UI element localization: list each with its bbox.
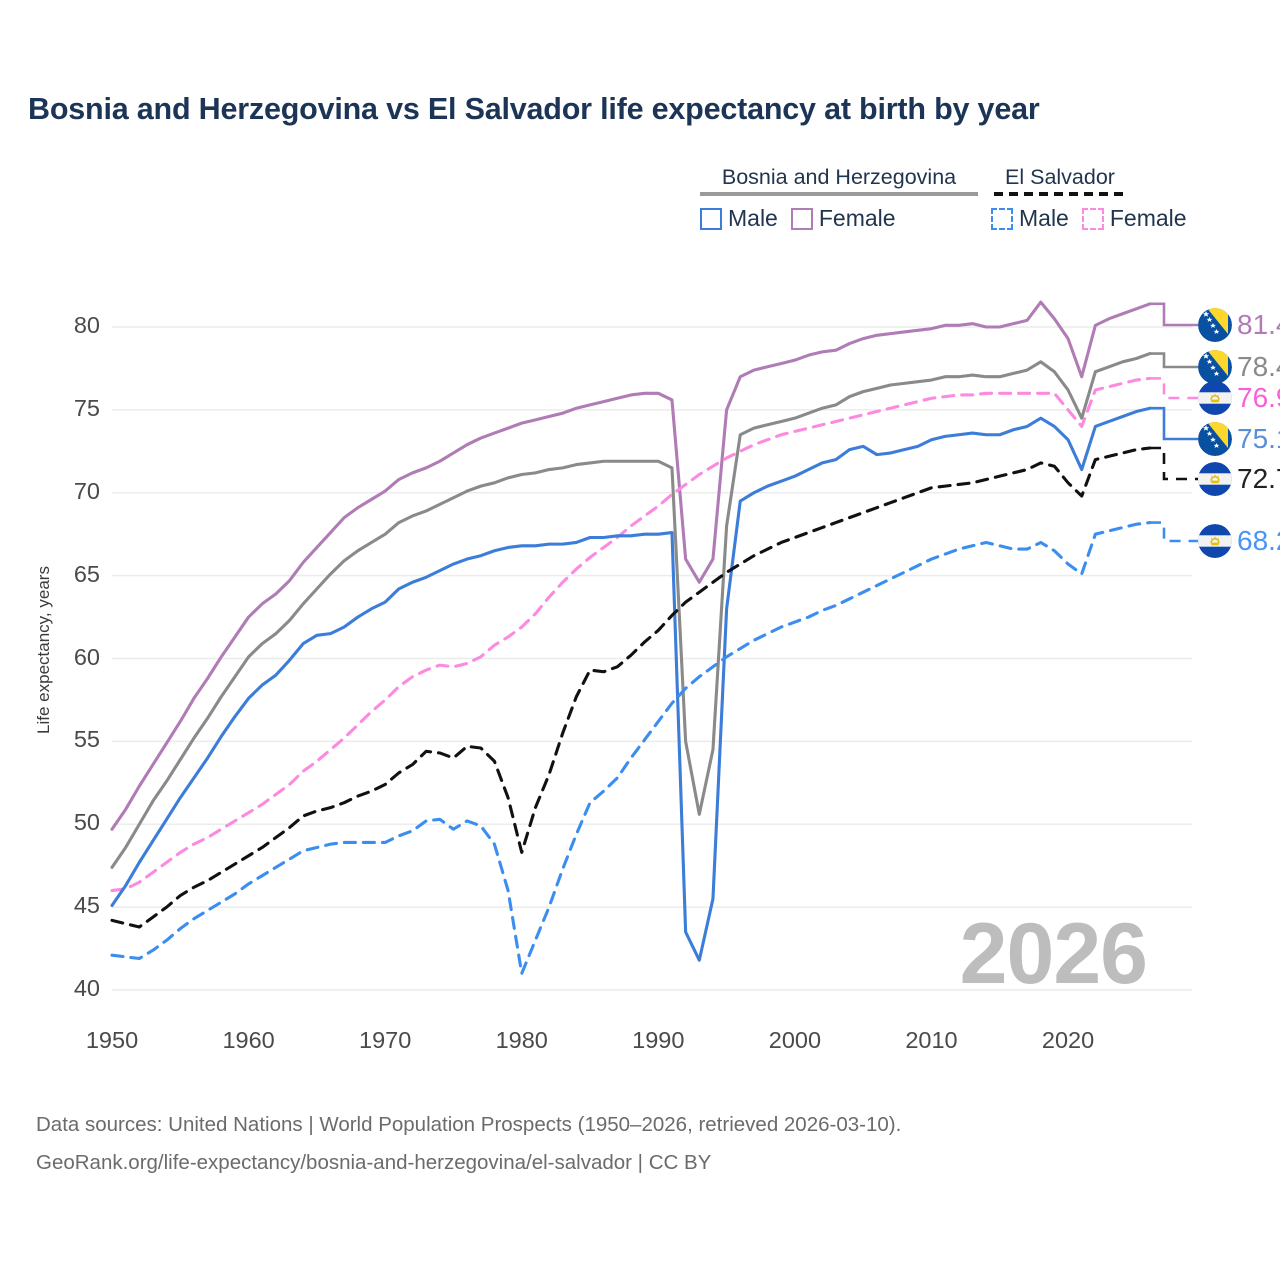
x-axis-tick-label: 1960 xyxy=(222,1027,275,1053)
legend-item-label: Male xyxy=(1019,205,1069,231)
y-axis-tick-label: 40 xyxy=(73,975,100,1001)
series-end-label: 81.4 xyxy=(1198,308,1280,342)
y-axis-tick-label: 60 xyxy=(73,643,100,670)
el-salvador-flag-icon xyxy=(1198,462,1232,496)
y-axis-tick-label: 55 xyxy=(73,726,100,753)
series-end-value: 76.9 xyxy=(1237,382,1280,413)
page-title: Bosnia and Herzegovina vs El Salvador li… xyxy=(28,92,1040,126)
legend-swatch-icon xyxy=(790,207,813,230)
legend-item-label: Female xyxy=(1109,205,1187,231)
legend-swatch-icon xyxy=(1081,207,1104,230)
legend-swatch-icon xyxy=(700,207,722,230)
series-leader-line xyxy=(1150,446,1198,481)
series-end-value: 75.1 xyxy=(1237,423,1280,454)
el-salvador-flag-icon xyxy=(1198,524,1232,558)
y-axis-tick-label: 70 xyxy=(73,477,100,504)
bosnia-flag-icon xyxy=(1198,422,1232,456)
series-end-label: 78.4 xyxy=(1198,350,1280,384)
series-leader-line xyxy=(1150,352,1198,369)
bosnia-flag-icon xyxy=(1198,350,1232,384)
bosnia-flag-icon xyxy=(1198,308,1232,342)
series-line-bosnia-and-herzegovina-total xyxy=(110,351,1152,869)
legend-item-bosnia-female[interactable]: Female xyxy=(790,205,896,232)
series-end-value: 72.7 xyxy=(1237,463,1280,494)
legend-group-elsalvador: El Salvador xyxy=(994,165,1126,196)
legend-item-label: Male xyxy=(728,205,778,231)
bosnia-flag-marker xyxy=(1198,422,1232,456)
x-axis-tick-label: 1990 xyxy=(632,1027,685,1053)
el-salvador-flag-marker xyxy=(1198,381,1232,415)
x-axis-tick-label: 1970 xyxy=(359,1027,412,1053)
x-axis-tick-label: 2010 xyxy=(905,1027,958,1053)
series-leader-line xyxy=(1150,377,1198,400)
legend-item-label: Female xyxy=(818,205,896,231)
el-salvador-flag-icon xyxy=(1198,381,1232,415)
legend-group-rule-dashed xyxy=(994,192,1126,196)
y-axis-tick-label: 50 xyxy=(73,809,100,836)
el-salvador-flag-marker xyxy=(1198,462,1232,496)
footer-credits: Data sources: United Nations | World Pop… xyxy=(36,1106,901,1182)
legend-group-title: Bosnia and Herzegovina xyxy=(721,165,957,189)
footer-line-url[interactable]: GeoRank.org/life-expectancy/bosnia-and-h… xyxy=(36,1151,712,1174)
series-leader-line xyxy=(1150,406,1198,441)
series-leader-line xyxy=(1150,302,1198,327)
y-axis-tick-label: 80 xyxy=(73,312,100,338)
legend-item-elsalvador-male[interactable]: Male xyxy=(991,205,1069,232)
footer-line-sources: Data sources: United Nations | World Pop… xyxy=(36,1113,902,1136)
legend-item-bosnia-male[interactable]: Male xyxy=(700,205,778,232)
series-line-bosnia-and-herzegovina-female xyxy=(110,300,1152,831)
bosnia-flag-marker xyxy=(1198,350,1232,384)
year-watermark: 2026 xyxy=(959,906,1148,1002)
legend-swatch-icon xyxy=(991,207,1013,230)
x-axis-tick-label: 2020 xyxy=(1041,1027,1095,1053)
bosnia-flag-marker xyxy=(1198,308,1232,342)
series-end-label: 72.7 xyxy=(1198,462,1280,496)
series-end-label: 76.9 xyxy=(1198,381,1280,415)
series-end-label: 68.2 xyxy=(1198,524,1280,558)
series-end-value: 81.4 xyxy=(1237,309,1280,340)
series-line-el-salvador-female xyxy=(110,376,1152,893)
legend-group-bosnia: Bosnia and Herzegovina xyxy=(700,165,978,196)
legend-group-rule-solid xyxy=(700,192,978,196)
legend-item-elsalvador-female[interactable]: Female xyxy=(1081,205,1187,232)
legend-group-title: El Salvador xyxy=(1005,165,1115,189)
y-axis-tick-label: 75 xyxy=(73,394,100,421)
chart-legend: Bosnia and Herzegovina El Salvador Male … xyxy=(700,158,1260,250)
y-axis-tick-label: 45 xyxy=(73,892,100,919)
x-axis-tick-label: 2000 xyxy=(768,1027,822,1053)
el-salvador-flag-marker xyxy=(1198,524,1232,558)
x-axis-tick-label: 1980 xyxy=(495,1027,548,1053)
series-end-value: 68.2 xyxy=(1237,525,1280,556)
series-line-bosnia-and-herzegovina-male xyxy=(110,406,1152,962)
series-end-label: 75.1 xyxy=(1198,422,1280,456)
series-line-el-salvador-total xyxy=(110,446,1152,929)
series-leader-line xyxy=(1150,521,1198,543)
x-axis-tick-label: 1950 xyxy=(85,1027,139,1053)
y-axis-tick-label: 65 xyxy=(73,560,100,587)
series-end-value: 78.4 xyxy=(1237,351,1280,382)
